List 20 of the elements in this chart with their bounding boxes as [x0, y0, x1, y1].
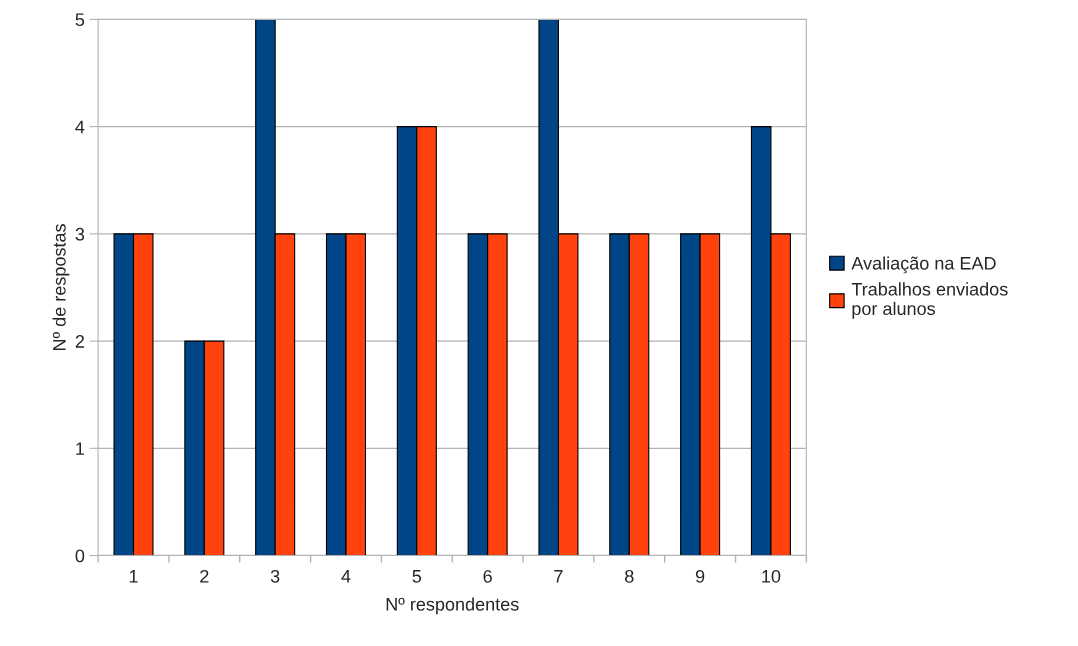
y-axis-title: Nº de respostas [52, 224, 70, 350]
y-tick-label: 1 [76, 442, 85, 455]
x-tick-label: 9 [695, 569, 705, 583]
y-tick-label: 5 [75, 13, 85, 27]
x-tick-label: 3 [270, 569, 280, 583]
y-tick-label: 2 [75, 335, 84, 348]
x-axis-title: Nº respondentes [386, 597, 519, 615]
x-tick-label: 10 [762, 569, 781, 583]
x-tick-label: 8 [625, 569, 634, 583]
y-tick-label: 4 [75, 120, 85, 134]
x-tick-label: 7 [554, 570, 563, 583]
y-tick-label: 0 [75, 549, 85, 563]
x-tick-label: 4 [341, 570, 351, 583]
legend-label: Avaliação na EAD [851, 256, 996, 274]
x-tick-label: 2 [200, 569, 209, 583]
y-tick-label: 3 [75, 227, 85, 241]
x-tick-label: 5 [412, 570, 422, 583]
legend-label: Trabalhos enviados por alunos [851, 282, 1008, 319]
x-tick-label: 6 [483, 569, 492, 583]
x-tick-label: 1 [129, 570, 138, 583]
